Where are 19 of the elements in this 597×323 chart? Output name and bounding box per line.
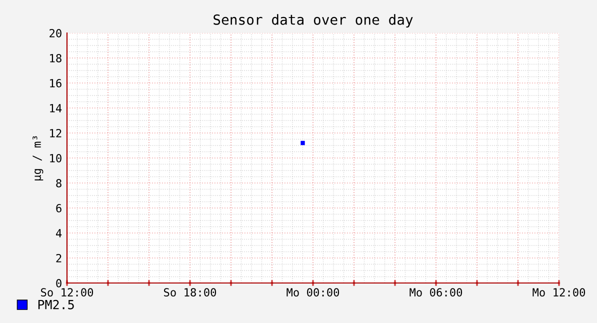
y-tick-label: 4 [56, 229, 62, 238]
y-tick-label: 0 [56, 279, 62, 288]
x-tick-label: So 18:00 [164, 288, 216, 297]
x-tick-label: So 12:00 [40, 288, 94, 297]
chart-title: Sensor data over one day [214, 14, 413, 28]
legend-label: PM2.5 [38, 300, 74, 310]
x-tick-label: Mo 00:00 [286, 288, 340, 297]
y-tick-label: 20 [50, 29, 62, 38]
y-tick-label: 8 [56, 179, 62, 188]
y-tick-label: 14 [50, 104, 62, 112]
x-tick-label: Mo 06:00 [410, 288, 462, 297]
y-tick-label: 6 [56, 204, 62, 212]
y-tick-label: 10 [50, 154, 62, 162]
y-tick-label: 18 [50, 54, 62, 62]
x-tick-label: Mo 12:00 [532, 288, 586, 297]
y-axis-title: µg / m³ [32, 136, 44, 180]
y-tick-label: 2 [56, 254, 62, 262]
y-tick-label: 12 [50, 129, 62, 138]
y-tick-label: 16 [50, 79, 62, 88]
